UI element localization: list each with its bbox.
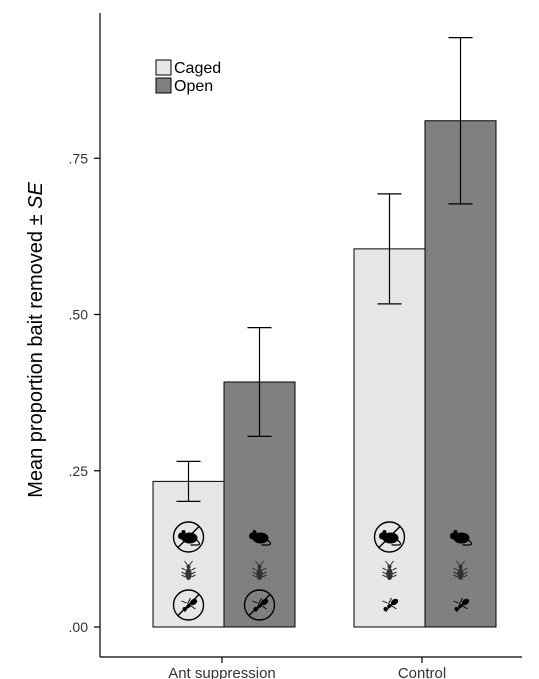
beetle-body [185, 568, 191, 580]
rodent-ear [454, 530, 458, 534]
beetle-body [386, 568, 392, 580]
beetle-body [256, 568, 262, 580]
beetle-body [457, 568, 463, 580]
legend-label: Caged [174, 60, 221, 77]
legend-label: Open [174, 78, 213, 95]
x-tick-label: Control [398, 665, 446, 679]
legend-swatch [156, 60, 171, 75]
y-axis-label: Mean proportion bait removed ± SE [25, 182, 47, 498]
x-tick-label: Ant suppression [168, 665, 276, 679]
rodent-ear [383, 530, 387, 534]
plot-area: .00 .25 .50 .75 Ant suppression Control [69, 38, 496, 679]
y-tick-label: .75 [69, 150, 89, 166]
legend-swatch [156, 78, 171, 93]
y-tick-label: .00 [69, 619, 89, 635]
y-tick-label: .50 [69, 307, 89, 323]
y-tick-label: .25 [69, 463, 89, 479]
rodent-ear [253, 530, 257, 534]
rodent-ear [182, 530, 186, 534]
